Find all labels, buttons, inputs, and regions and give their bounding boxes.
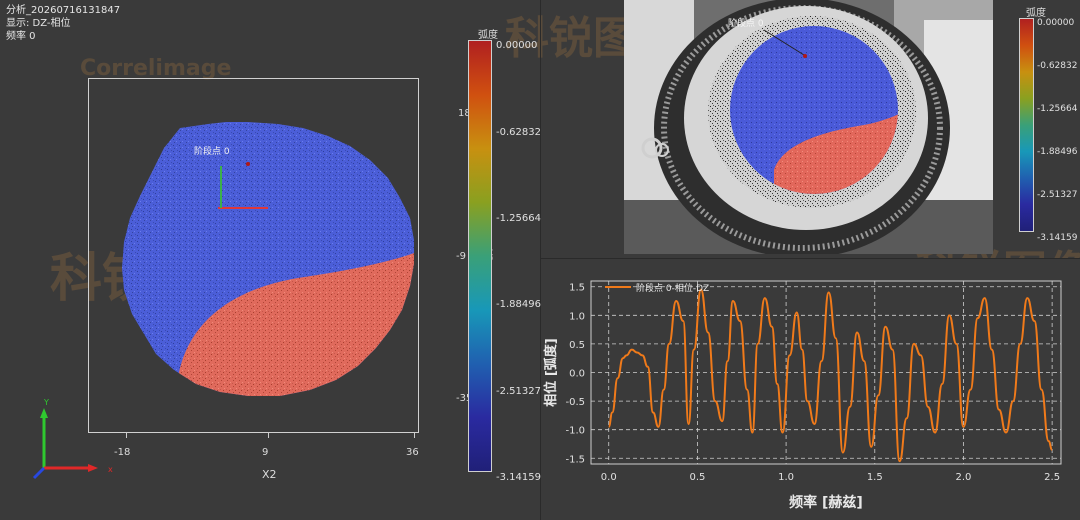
- panel-divider-vertical: [540, 0, 541, 520]
- colorbar-left-title: 弧度: [478, 30, 498, 41]
- photo-probe-marker[interactable]: [803, 54, 807, 58]
- colorbar-right-tick-1: -0.62832: [1037, 61, 1078, 71]
- y-tick-label: 1.0: [569, 311, 585, 322]
- colorbar-right-tick-3: -1.88496: [1037, 147, 1078, 157]
- x-tick-label: 2.5: [1044, 472, 1060, 483]
- phase-chart-panel[interactable]: 0.0 0.5 1.0 1.5 2.0 2.5 1.5 1.0 0.5 0.0 -0.5 -1.0 -1…: [541, 259, 1080, 520]
- y-tick-label: -1.0: [565, 426, 585, 437]
- y-tick-label: -0.5: [565, 397, 585, 408]
- x-tick-label: 1.5: [867, 472, 883, 483]
- analysis-name: 分析_20260716131847: [6, 5, 121, 16]
- colorbar-right-title: 弧度: [1026, 8, 1046, 19]
- colorbar-left-tick-1: -0.62832: [496, 127, 541, 138]
- y-tick-label: 0.5: [569, 340, 585, 351]
- x-tick-label: 0.5: [689, 472, 705, 483]
- triad-y-label: Y: [43, 398, 49, 407]
- x-axis-title: 频率 [赫兹]: [789, 494, 863, 511]
- x-tick-mark-1: [126, 433, 127, 438]
- analysis-info: 分析_20260716131847 显示: DZ-相位 频率 0: [6, 4, 120, 43]
- x-tick-label: 1.0: [778, 472, 794, 483]
- probe-label: 阶段点 0: [194, 145, 230, 157]
- display-mode: 显示: DZ-相位: [6, 18, 71, 29]
- series-line-0: [607, 288, 1053, 463]
- colorbar-left-tick-2: -1.25664: [496, 213, 541, 224]
- colorbar-left: [468, 40, 492, 472]
- colorbar-right-tick-2: -1.25664: [1037, 104, 1078, 114]
- x-tick-3: 36: [406, 447, 419, 458]
- y-tick-2: -9: [456, 251, 466, 262]
- watermark-sub: Correlimage: [80, 56, 232, 81]
- y-tick-3: -35: [456, 393, 473, 404]
- phase-chart[interactable]: 0.0 0.5 1.0 1.5 2.0 2.5 1.5 1.0 0.5 0.0 -0.5 -1.0 -1…: [541, 259, 1080, 520]
- camera-image: 阶段点 0: [624, 0, 993, 254]
- colorbar-left-tick-5: -3.14159: [496, 472, 541, 483]
- contour-plot[interactable]: 阶段点 0: [88, 78, 419, 433]
- frequency-index: 频率 0: [6, 31, 36, 42]
- colorbar-left-tick-4: -2.51327: [496, 386, 541, 397]
- colorbar-left-tick-3: -1.88496: [496, 299, 541, 310]
- colorbar-right: [1019, 18, 1034, 232]
- y-tick-label: -1.5: [565, 454, 585, 465]
- x-tick-1: -18: [114, 447, 131, 458]
- photo-probe-label: 阶段点 0: [728, 17, 764, 29]
- y-axis-title: 相位 [弧度]: [543, 338, 559, 406]
- colorbar-right-tick-4: -2.51327: [1037, 190, 1078, 200]
- x-axis-title: X2: [262, 468, 277, 481]
- camera-image-panel[interactable]: 阶段点 0: [624, 0, 993, 254]
- triad-x-label: x: [108, 465, 113, 474]
- y-tick-1: 18: [458, 108, 471, 119]
- probe-point-marker[interactable]: [246, 162, 250, 166]
- colorbar-left-tick-0: 0.00000: [496, 40, 538, 51]
- legend-label-0: 阶段点 0-相位-DZ: [636, 282, 709, 294]
- y-tick-label: 0.0: [569, 369, 585, 380]
- y-tick-label: 1.5: [569, 283, 585, 294]
- x-tick-mark-3: [414, 433, 415, 438]
- colorbar-right-tick-5: -3.14159: [1037, 233, 1078, 243]
- x-tick-mark-2: [268, 433, 269, 438]
- orientation-triad: Y x: [32, 398, 113, 480]
- contour-plot-frame[interactable]: [88, 78, 419, 433]
- x-tick-label: 0.0: [601, 472, 617, 483]
- panel-divider-horizontal: [541, 258, 1080, 259]
- x-tick-2: 9: [262, 447, 269, 458]
- colorbar-right-tick-0: 0.00000: [1037, 18, 1075, 28]
- x-tick-label: 2.0: [955, 472, 971, 483]
